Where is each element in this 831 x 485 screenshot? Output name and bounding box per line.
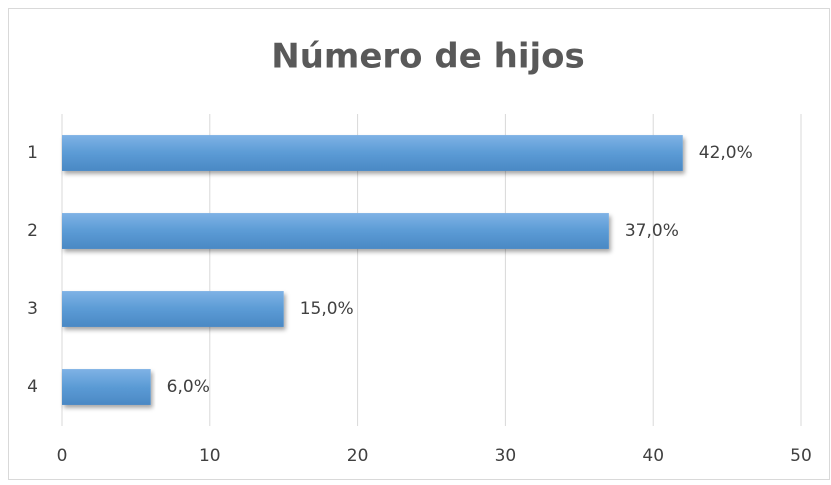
y-tick-label: 2	[27, 221, 38, 241]
data-label: 37,0%	[625, 221, 679, 241]
bar	[62, 369, 151, 405]
x-tick-label: 30	[495, 446, 517, 466]
y-tick-label: 4	[27, 377, 38, 397]
bar	[62, 291, 284, 327]
x-tick-label: 50	[790, 446, 812, 466]
x-tick-label: 40	[642, 446, 664, 466]
x-tick-label: 10	[199, 446, 221, 466]
bar	[62, 135, 683, 171]
data-label: 6,0%	[167, 377, 210, 397]
y-tick-label: 3	[27, 299, 38, 319]
data-label: 42,0%	[699, 143, 753, 163]
y-tick-label: 1	[27, 143, 38, 163]
x-tick-label: 20	[347, 446, 369, 466]
x-tick-label: 0	[57, 446, 68, 466]
chart-title: Número de hijos	[271, 37, 584, 77]
data-label: 15,0%	[300, 299, 354, 319]
bar	[62, 213, 609, 249]
